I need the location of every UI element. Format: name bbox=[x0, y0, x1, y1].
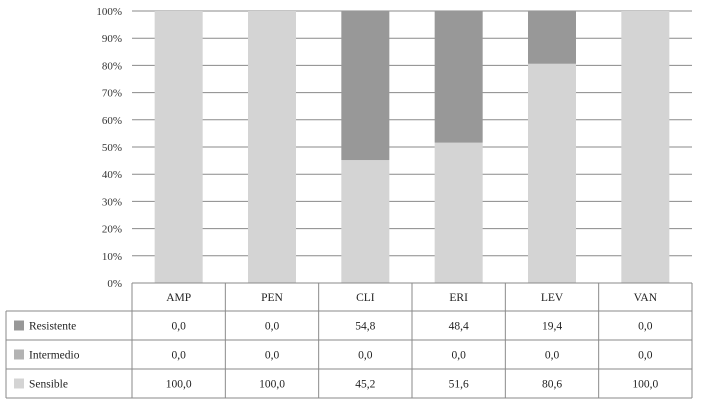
x-tick-label: AMP bbox=[166, 292, 191, 304]
data-label: 54,8 bbox=[355, 321, 375, 333]
data-label: 0,0 bbox=[171, 321, 186, 333]
x-tick-label: VAN bbox=[634, 292, 658, 304]
y-tick-labels: 0% 10% 20% 30% 40% 50% 60% 70% 80% 90% 100% bbox=[96, 6, 122, 290]
data-label: 45,2 bbox=[355, 379, 375, 391]
bar-sensible-lev bbox=[528, 63, 576, 283]
data-label: 0,0 bbox=[265, 350, 280, 362]
y-tick-label: 70% bbox=[102, 88, 122, 100]
data-label: 0,0 bbox=[638, 350, 653, 362]
y-tick-label: 30% bbox=[102, 196, 122, 208]
x-tick-label: ERI bbox=[449, 292, 468, 304]
bar-sensible-pen bbox=[248, 11, 296, 283]
x-tick-label: PEN bbox=[261, 292, 283, 304]
bar-sensible-eri bbox=[434, 142, 483, 283]
legend-label-sensible: Sensible bbox=[29, 379, 68, 391]
y-tick-label: 40% bbox=[102, 169, 122, 181]
y-tick-label: 60% bbox=[102, 115, 122, 127]
data-label: 100,0 bbox=[632, 379, 658, 391]
bar-sensible-van bbox=[621, 11, 670, 283]
y-tick-label: 10% bbox=[102, 251, 122, 263]
bar-resistente-lev bbox=[528, 11, 576, 64]
legend-swatch-sensible bbox=[14, 378, 24, 389]
data-label: 0,0 bbox=[545, 350, 560, 362]
data-label: 80,6 bbox=[542, 379, 562, 391]
y-tick-label: 50% bbox=[102, 142, 122, 154]
x-tick-label: CLI bbox=[356, 292, 375, 304]
y-tick-label: 100% bbox=[96, 6, 122, 18]
data-label: 19,4 bbox=[542, 321, 562, 333]
y-tick-label: 0% bbox=[107, 278, 122, 290]
bars bbox=[154, 11, 670, 283]
data-table: AMP PEN CLI ERI LEV VAN Resistente 0,0 0,0 54,8 48… bbox=[5, 282, 693, 399]
data-label: 0,0 bbox=[638, 321, 653, 333]
data-label: 48,4 bbox=[449, 321, 469, 333]
y-tick-label: 20% bbox=[102, 224, 122, 236]
legend-label-intermedio: Intermedio bbox=[29, 350, 80, 362]
y-tick-label: 90% bbox=[102, 33, 122, 45]
legend-label-resistente: Resistente bbox=[29, 321, 76, 333]
data-label: 0,0 bbox=[451, 350, 466, 362]
data-label: 51,6 bbox=[449, 379, 469, 391]
y-tick-label: 80% bbox=[102, 60, 122, 72]
bar-resistente-cli bbox=[341, 11, 390, 161]
bar-resistente-eri bbox=[434, 11, 483, 143]
legend-swatch-intermedio bbox=[14, 349, 24, 360]
legend-swatch-resistente bbox=[14, 320, 24, 331]
data-label: 0,0 bbox=[265, 321, 280, 333]
x-tick-label: LEV bbox=[541, 292, 564, 304]
data-label: 0,0 bbox=[358, 350, 373, 362]
data-label: 100,0 bbox=[259, 379, 285, 391]
bar-sensible-amp bbox=[154, 11, 203, 283]
gridlines bbox=[132, 10, 692, 257]
data-label: 100,0 bbox=[166, 379, 192, 391]
data-label: 0,0 bbox=[171, 350, 186, 362]
bar-sensible-cli bbox=[341, 160, 390, 283]
